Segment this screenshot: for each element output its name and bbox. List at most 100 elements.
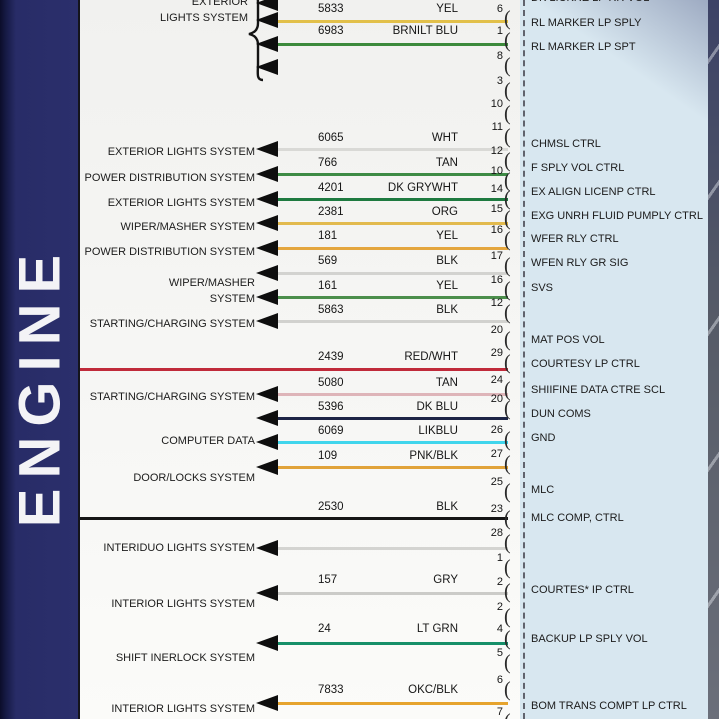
system-label: EXTERIOR LIGHTS SYSTEM <box>107 146 255 158</box>
pin-bracket-icon: ( <box>504 531 511 555</box>
circuit-label: EXG UNRH FLUID PUMPLY CTRL <box>531 210 703 222</box>
wire-line <box>278 417 508 420</box>
pin-number: 4 <box>496 623 503 635</box>
wire-number: 161 <box>318 280 338 292</box>
pin-number: 2 <box>496 576 503 588</box>
wire-number: 569 <box>318 255 338 267</box>
wire-number: 6065 <box>318 132 344 144</box>
pin-bracket-icon: ( <box>504 169 511 193</box>
pin-number: 29 <box>490 347 503 359</box>
connector-label-panel <box>520 0 708 719</box>
wire-number: 2439 <box>318 351 344 363</box>
wire-line <box>278 173 508 176</box>
circuit-label: COURTESY LP CTRL <box>531 358 640 370</box>
pin-number: 27 <box>490 448 503 460</box>
pin-number: 16 <box>490 274 503 286</box>
pin-bracket-icon: ( <box>504 428 511 452</box>
section-title-vertical: ENGINE <box>7 244 73 528</box>
pin-number: 11 <box>491 121 503 133</box>
wire-line <box>80 517 508 520</box>
pin-bracket-icon: ( <box>504 79 511 103</box>
circuit-label: RL MARKER LP SPLY <box>531 17 642 29</box>
pin-bracket-icon: ( <box>504 397 511 421</box>
system-label: WIPER/MASHER <box>168 277 255 289</box>
wire-line <box>278 272 508 275</box>
group-arrow-icon <box>256 36 278 52</box>
wire-arrow-icon <box>256 166 278 182</box>
wire-arrow-icon <box>256 635 278 651</box>
pin-bracket-icon: ( <box>504 507 511 531</box>
wire-number: 5833 <box>318 3 344 15</box>
wire-arrow-icon <box>256 540 278 556</box>
pin-number: 16 <box>490 224 503 236</box>
circuit-label: CHMSL CTRL <box>531 138 601 150</box>
pin-number: 1 <box>496 25 503 37</box>
wire-number: 2381 <box>318 206 344 218</box>
wire-line <box>278 43 508 46</box>
pin-bracket-icon: ( <box>504 710 511 719</box>
group-arrow-icon <box>256 0 278 11</box>
system-label: POWER DISTRIBUTION SYSTEM <box>84 172 255 184</box>
wire-number: 109 <box>318 450 338 462</box>
wire-color-code: YEL <box>436 280 458 292</box>
wire-color-code: GRY <box>433 574 458 586</box>
wire-number: 6983 <box>318 25 344 37</box>
wire-number: 766 <box>318 157 338 169</box>
pin-number: 2 <box>496 601 503 613</box>
pin-bracket-icon: ( <box>504 102 511 126</box>
group-arrow-icon <box>256 59 278 75</box>
wire-color-code: PNK/BLK <box>409 450 458 462</box>
system-label: STARTING/CHARGING SYSTEM <box>89 318 255 330</box>
pin-bracket-icon: ( <box>504 627 511 651</box>
wire-color-code: OKC/BLK <box>408 684 458 696</box>
wire-line <box>278 247 508 250</box>
circuit-label: DK LICKRE LP RR VOL <box>531 0 649 4</box>
circuit-label: SHIIFINE DATA CTRE SCL <box>531 384 666 396</box>
system-label: SYSTEM <box>209 293 255 305</box>
circuit-label: SVS <box>531 282 554 294</box>
wire-number: 24 <box>318 623 331 635</box>
pin-bracket-icon: ( <box>504 452 511 476</box>
wire-arrow-icon <box>256 289 278 305</box>
pin-number: 1 <box>496 552 503 564</box>
system-label: SHIFT INERLOCK SYSTEM <box>115 652 255 664</box>
dashed-divider-line <box>523 0 525 719</box>
wire-line <box>278 441 508 444</box>
pin-bracket-icon: ( <box>504 207 511 231</box>
wire-color-code: ORG <box>431 206 458 218</box>
pin-bracket-icon: ( <box>504 278 511 302</box>
pin-bracket-icon: ( <box>504 7 511 31</box>
pin-number: 3 <box>496 75 503 87</box>
pin-number: 10 <box>490 165 503 177</box>
wire-arrow-icon <box>256 434 278 450</box>
left-navy-band <box>0 0 78 719</box>
wire-color-code: LT GRN <box>416 623 458 635</box>
pin-bracket-icon: ( <box>504 29 511 53</box>
wire-color-code: BLK <box>436 255 458 267</box>
wire-color-code: BLK <box>436 304 458 316</box>
wire-line <box>278 320 508 323</box>
wire-arrow-icon <box>256 410 278 426</box>
wire-color-code: LIKBLU <box>418 425 458 437</box>
pin-number: 12 <box>490 145 503 157</box>
pin-bracket-icon: ( <box>504 228 511 252</box>
pin-number: 23 <box>490 503 503 515</box>
wire-color-code: YEL <box>436 3 458 15</box>
pin-bracket-icon: ( <box>504 254 511 278</box>
wire-color-code: DK BLU <box>416 401 458 413</box>
system-label: INTERIDUO LIGHTS SYSTEM <box>103 542 255 554</box>
page-edge-line <box>78 0 80 719</box>
pin-bracket-icon: ( <box>504 149 511 173</box>
wire-color-code: BRNILT BLU <box>392 25 458 37</box>
circuit-label: MLC <box>531 484 555 496</box>
wire-color-code: YEL <box>436 230 458 242</box>
diagram-paper-area <box>80 0 520 719</box>
wire-line <box>278 642 508 645</box>
wire-arrow-icon <box>256 313 278 329</box>
system-label: STARTING/CHARGING SYSTEM <box>89 391 255 403</box>
wire-number: 181 <box>318 230 338 242</box>
circuit-label: WFEN RLY GR SIG <box>531 257 629 269</box>
system-label: DOOR/LOCKS SYSTEM <box>133 472 255 484</box>
system-label: INTERIOR LIGHTS SYSTEM <box>111 598 255 610</box>
wire-line <box>278 20 508 23</box>
